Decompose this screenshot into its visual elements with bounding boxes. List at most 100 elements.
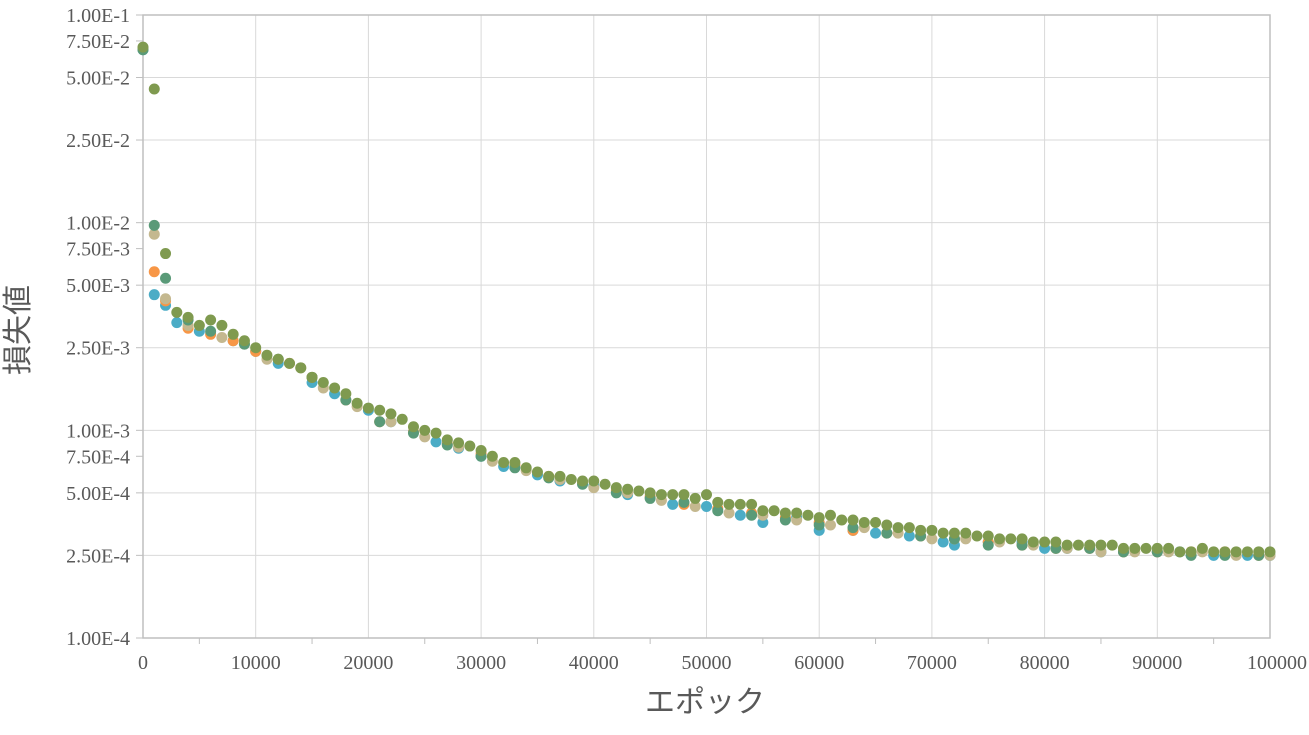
series-4-point-31 (486, 450, 498, 462)
x-tick-label-4: 40000 (569, 652, 619, 674)
series-0-point-22 (701, 500, 712, 512)
series-4-point-92 (1174, 546, 1186, 558)
x-tick-label-9: 90000 (1132, 652, 1182, 674)
series-2-point-23 (824, 519, 836, 531)
series-4-point-57 (779, 507, 791, 519)
series-4-point-65 (870, 516, 882, 528)
series-0-point-28 (870, 527, 882, 539)
series-4-point-99 (1253, 546, 1265, 558)
series-4-point-4 (182, 311, 194, 323)
series-4-point-82 (1061, 539, 1073, 551)
series-4-point-40 (588, 475, 600, 487)
series-4-point-93 (1185, 546, 1197, 558)
y-tick-label-10: 5.00E-4 (66, 483, 130, 505)
series-4-point-59 (802, 509, 814, 521)
series-0-point-1 (148, 289, 160, 301)
x-tick-label-3: 30000 (456, 652, 506, 674)
plot-area-frame (142, 14, 1271, 639)
series-4-point-61 (824, 509, 836, 521)
series-4-point-51 (712, 496, 724, 508)
series-1-point-1 (148, 266, 160, 278)
x-tick-label-6: 60000 (794, 652, 844, 674)
series-3-point-27 (982, 539, 994, 551)
series-4-point-86 (1106, 539, 1118, 551)
series-4 (137, 41, 1276, 558)
series-4-point-62 (836, 514, 848, 526)
y-tick-label-2: 5.00E-2 (66, 68, 130, 90)
series-3-point-2 (160, 272, 172, 284)
series-3-point-23 (847, 522, 859, 534)
series-4-point-27 (441, 434, 453, 446)
series-3-point-4 (205, 325, 217, 337)
series-4-point-19 (351, 397, 363, 409)
series-0-point-21 (667, 498, 679, 510)
series-4-point-38 (565, 473, 577, 485)
series-4-point-24 (407, 421, 419, 433)
y-axis-title: 損失値 (1, 285, 36, 375)
series-3-point-1 (148, 219, 160, 231)
series-4-point-100 (1264, 546, 1276, 558)
series-0-point-29 (903, 530, 915, 542)
series-4-point-7 (216, 319, 228, 331)
x-tick-label-8: 80000 (1020, 652, 1070, 674)
series-4-point-97 (1230, 546, 1242, 558)
x-tick-label-1: 10000 (231, 652, 281, 674)
series-4-point-16 (317, 376, 329, 388)
x-tick-label-10: 100000 (1247, 652, 1307, 674)
series-0-point-23 (734, 509, 746, 521)
series-4-point-85 (1095, 539, 1107, 551)
series-4-point-5 (193, 319, 205, 331)
series-2-point-1 (148, 228, 160, 240)
series-4-point-34 (520, 462, 532, 474)
y-tick-label-12: 1.00E-4 (66, 628, 130, 650)
series-1 (137, 42, 1265, 561)
series-4-point-0 (137, 41, 149, 53)
series-4-point-12 (272, 353, 284, 365)
series-4-point-17 (329, 382, 341, 394)
series-4-point-8 (227, 328, 239, 340)
series-4-point-6 (205, 314, 217, 326)
series-4-point-36 (543, 470, 555, 482)
series-2-point-20 (723, 507, 735, 519)
series-4-point-14 (295, 362, 307, 374)
series-4-point-60 (813, 512, 825, 524)
series-4-point-29 (464, 440, 476, 452)
y-tick-label-6: 5.00E-3 (66, 275, 130, 297)
series-4-point-43 (622, 483, 634, 495)
series-2-point-4 (216, 331, 228, 343)
series-4-point-37 (554, 470, 566, 482)
series-4-point-32 (498, 457, 510, 469)
series-4-point-3 (171, 306, 183, 318)
series-4-point-10 (250, 342, 262, 354)
series-4-point-71 (937, 527, 949, 539)
series-0-point-30 (937, 536, 949, 548)
series-4-point-22 (385, 408, 397, 420)
series-4-point-91 (1163, 542, 1175, 554)
series-4-point-2 (160, 248, 172, 260)
series-2-point-26 (926, 533, 938, 545)
series-2-point-10 (385, 416, 397, 428)
series-4-point-21 (374, 404, 386, 416)
series-4-point-44 (633, 485, 645, 497)
series-2-point-19 (689, 500, 701, 512)
series-3-point-24 (881, 527, 893, 539)
series-4-point-41 (599, 478, 611, 490)
series-4-point-88 (1129, 542, 1141, 554)
y-axis-ticks: 1.00E-1 7.50E-2 5.00E-2 2.50E-2 1.00E-2 7.50E… (66, 5, 143, 650)
series-4-point-64 (858, 516, 870, 528)
series-4-point-63 (847, 514, 859, 526)
series-4-point-84 (1084, 539, 1096, 551)
y-tick-label-0: 1.00E-1 (66, 5, 130, 27)
series-3-point-9 (374, 416, 386, 428)
x-tick-label-5: 50000 (682, 652, 732, 674)
series-4-point-39 (577, 475, 589, 487)
y-tick-label-7: 2.50E-3 (66, 338, 130, 360)
series-2-point-2 (160, 293, 172, 305)
series-4-point-87 (1117, 542, 1129, 554)
x-tick-label-0: 0 (138, 652, 148, 674)
series-4-point-75 (982, 530, 994, 542)
series-4-point-13 (284, 357, 296, 369)
series-4-point-48 (678, 489, 690, 501)
series-4-point-89 (1140, 542, 1152, 554)
